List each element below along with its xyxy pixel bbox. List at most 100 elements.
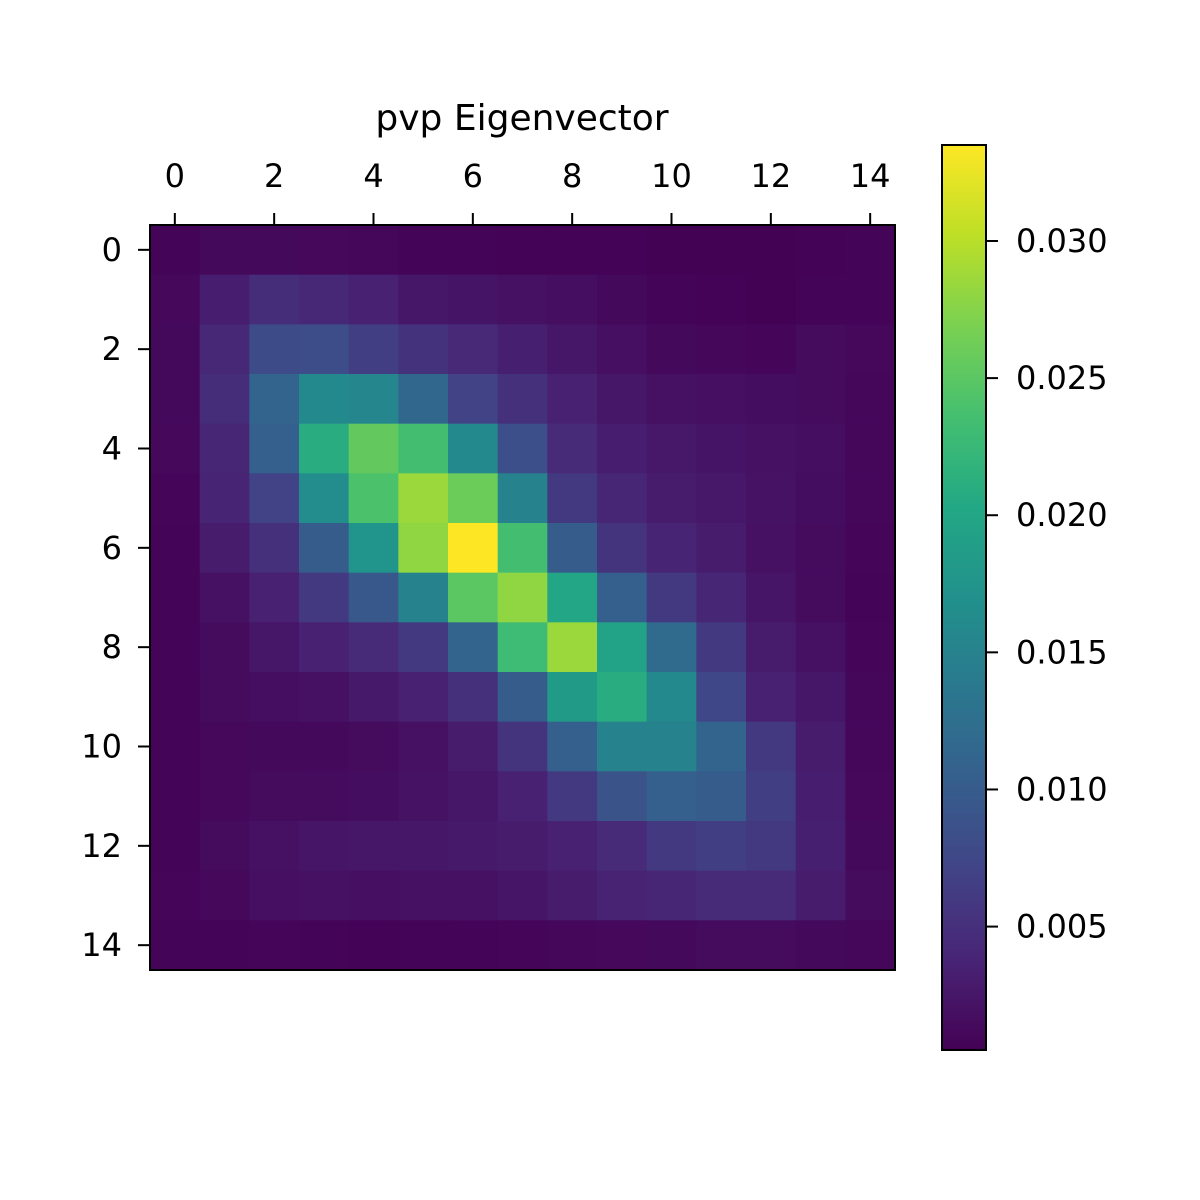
heatmap-cell (497, 225, 548, 276)
heatmap-cell (299, 870, 350, 921)
colorbar-tick-label: 0.005 (1016, 908, 1108, 946)
heatmap-cell (199, 225, 250, 276)
heatmap-cell (497, 423, 548, 474)
heatmap-cell (646, 672, 697, 723)
heatmap-cell (746, 572, 797, 623)
heatmap-cell (547, 920, 598, 971)
heatmap-cell (845, 274, 896, 325)
heatmap-cell (448, 225, 499, 276)
heatmap-cell (597, 721, 648, 772)
heatmap-cell (249, 672, 300, 723)
heatmap-cell (746, 324, 797, 375)
heatmap-cell (746, 771, 797, 822)
heatmap-cell (199, 622, 250, 673)
heatmap-cell (249, 473, 300, 524)
heatmap-cell (448, 920, 499, 971)
heatmap-cell (795, 572, 846, 623)
heatmap-cell (398, 870, 449, 921)
heatmap-cell (746, 721, 797, 772)
heatmap-cell (547, 473, 598, 524)
heatmap-cell (845, 870, 896, 921)
heatmap-cell (597, 572, 648, 623)
heatmap-cell (646, 821, 697, 872)
heatmap-cell (547, 324, 598, 375)
heatmap-cell (299, 771, 350, 822)
heatmap-cell (646, 771, 697, 822)
heatmap-cell (795, 870, 846, 921)
heatmap-cell (348, 324, 399, 375)
heatmap-cell (547, 572, 598, 623)
heatmap-cell (746, 374, 797, 425)
heatmap-cell (845, 423, 896, 474)
heatmap-cell (398, 771, 449, 822)
heatmap-cell (299, 920, 350, 971)
heatmap-cell (696, 870, 747, 921)
heatmap-cell (398, 672, 449, 723)
x-tick-label: 8 (562, 157, 582, 195)
heatmap-cell (448, 721, 499, 772)
heatmap-cell (150, 225, 201, 276)
heatmap-cell (199, 721, 250, 772)
heatmap-cell (398, 572, 449, 623)
heatmap-cell (746, 274, 797, 325)
heatmap-cell (348, 721, 399, 772)
heatmap-cell (746, 672, 797, 723)
heatmap-cell (597, 672, 648, 723)
heatmap-cell (696, 523, 747, 574)
heatmap-cell (150, 274, 201, 325)
heatmap-cell (646, 225, 697, 276)
y-tick-label: 8 (102, 628, 122, 666)
heatmap-cell (547, 821, 598, 872)
heatmap-cell (646, 423, 697, 474)
heatmap-cell (597, 423, 648, 474)
heatmap-cell (646, 324, 697, 375)
heatmap-cell (199, 523, 250, 574)
heatmap-cell (746, 473, 797, 524)
heatmap-cell (845, 473, 896, 524)
heatmap-cell (746, 423, 797, 474)
heatmap-cell (150, 672, 201, 723)
y-tick-label: 0 (102, 231, 122, 269)
heatmap-cell (696, 771, 747, 822)
heatmap-cell (199, 374, 250, 425)
heatmap-cell (150, 572, 201, 623)
heatmap-cell (249, 920, 300, 971)
heatmap-cell (398, 721, 449, 772)
heatmap-cell (597, 771, 648, 822)
heatmap-cell (597, 821, 648, 872)
heatmap-cell (497, 622, 548, 673)
heatmap-cell (199, 423, 250, 474)
x-tick-label: 10 (651, 157, 692, 195)
heatmap-cell (845, 821, 896, 872)
heatmap-cell (597, 473, 648, 524)
heatmap-cell (348, 523, 399, 574)
heatmap-cell (597, 870, 648, 921)
heatmap-cell (299, 225, 350, 276)
heatmap-cell (746, 225, 797, 276)
x-tick-label: 14 (850, 157, 891, 195)
heatmap-cell (348, 572, 399, 623)
heatmap-cell (795, 622, 846, 673)
heatmap-cell (448, 870, 499, 921)
heatmap-cell (696, 374, 747, 425)
heatmap-cell (845, 225, 896, 276)
heatmap-cell (497, 672, 548, 723)
heatmap-cell (597, 920, 648, 971)
heatmap-cell (696, 225, 747, 276)
heatmap-cell (646, 523, 697, 574)
heatmap-cell (696, 274, 747, 325)
heatmap-cell (348, 274, 399, 325)
heatmap-cell (795, 523, 846, 574)
y-tick-label: 10 (81, 728, 122, 766)
heatmap-cell (696, 423, 747, 474)
heatmap-cell (696, 324, 747, 375)
heatmap-cell (249, 622, 300, 673)
heatmap-cell (249, 324, 300, 375)
heatmap-cell (845, 721, 896, 772)
heatmap-cell (199, 473, 250, 524)
heatmap-cell (547, 225, 598, 276)
heatmap-cell (845, 374, 896, 425)
heatmap-cell (746, 821, 797, 872)
heatmap-cell (497, 870, 548, 921)
